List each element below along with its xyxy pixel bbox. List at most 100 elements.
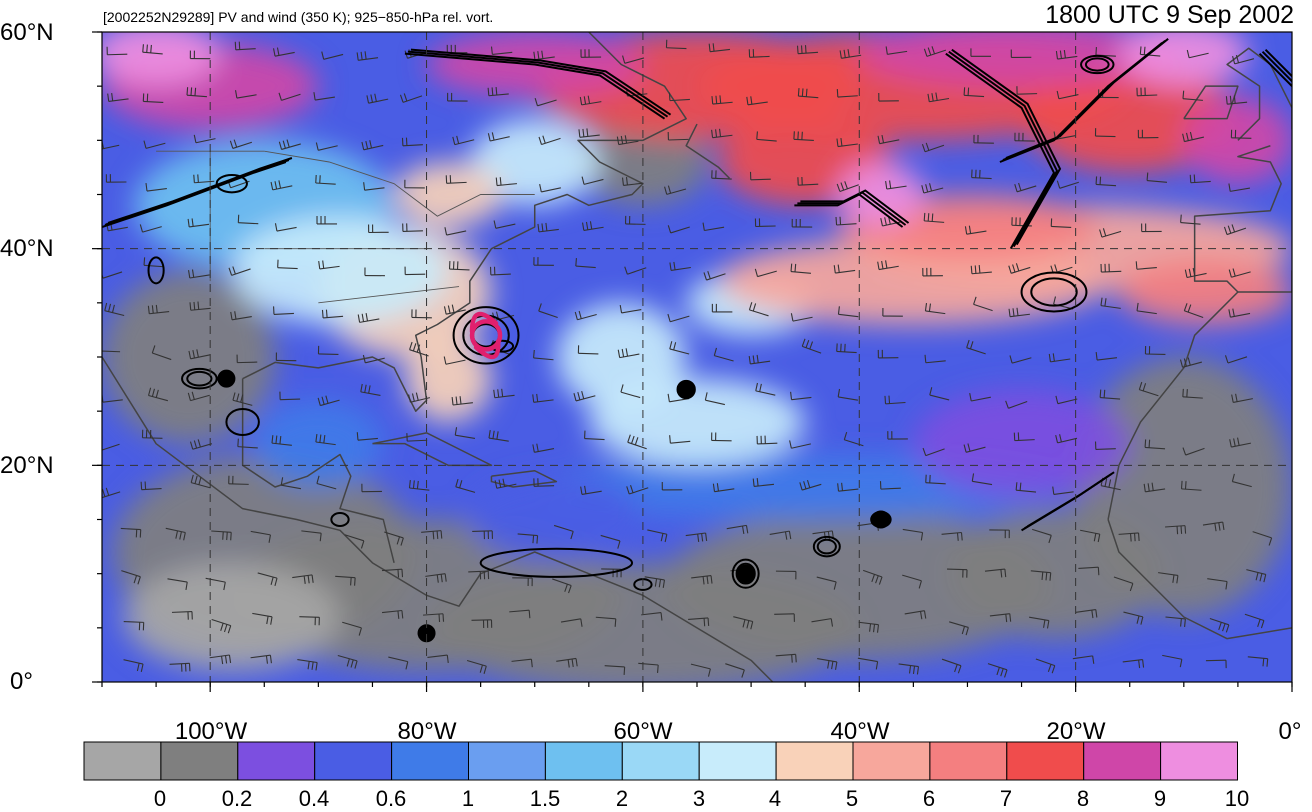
barb-feather	[968, 88, 969, 96]
barb-feather	[1131, 534, 1132, 542]
barb-shaft	[280, 399, 300, 400]
barb-feather	[791, 264, 792, 272]
colorbar-label: 0.4	[299, 786, 330, 812]
barb-shaft	[757, 443, 777, 444]
barb-feather	[1135, 533, 1136, 541]
barb-feather	[576, 258, 577, 266]
vorticity-maximum	[678, 382, 694, 398]
barb-feather	[925, 355, 926, 363]
barb-feather	[798, 88, 799, 96]
figure-subtitle: [2002252N29289] PV and wind (350 K); 925…	[103, 9, 493, 25]
colorbar-label: 7	[1000, 786, 1012, 812]
barb-shaft	[1101, 271, 1121, 272]
barb-feather	[1140, 46, 1141, 54]
colorbar-swatch	[161, 742, 238, 780]
barb-feather	[1100, 390, 1101, 398]
barb-shaft	[774, 614, 794, 615]
colorbar-label: 0.2	[222, 786, 253, 812]
colorbar-swatch	[622, 742, 699, 780]
barb-feather	[1016, 482, 1017, 490]
pv-area	[838, 162, 925, 227]
barb-feather	[322, 310, 323, 318]
barb-feather	[496, 87, 497, 95]
barb-feather	[190, 302, 191, 310]
barb-feather	[143, 44, 144, 52]
vorticity-maximum	[873, 512, 889, 528]
barb-feather	[187, 87, 188, 95]
barb-feather	[492, 87, 493, 95]
barb-feather	[961, 533, 962, 541]
barb-feather	[1050, 573, 1051, 581]
barb-feather	[971, 266, 972, 274]
barb-feather	[500, 177, 501, 185]
barb-feather	[1185, 619, 1186, 627]
lon-label-40w: 40°W	[831, 718, 890, 746]
lat-label-40n: 40°N	[0, 235, 54, 263]
barb-feather	[439, 614, 440, 622]
barb-feather	[231, 532, 232, 540]
colorbar-label: 1.5	[530, 786, 561, 812]
barb-feather	[144, 257, 145, 265]
colorbar-label: 0.6	[376, 786, 407, 812]
barb-feather	[1183, 91, 1184, 99]
barb-shaft	[299, 617, 319, 618]
barb-feather	[1144, 47, 1145, 55]
colorbar-swatch	[930, 742, 1007, 780]
barb-feather	[836, 217, 837, 225]
barb-feather	[191, 87, 192, 95]
barb-feather	[924, 213, 925, 221]
colorbar-swatch	[853, 742, 930, 780]
barb-shaft	[229, 484, 249, 485]
barb-feather	[496, 178, 497, 186]
lat-label-0: 0°	[10, 668, 33, 696]
barb-feather	[720, 95, 721, 103]
barb-feather	[326, 310, 327, 318]
barb-feather	[227, 532, 228, 540]
barb-feather	[98, 443, 101, 451]
barb-feather	[351, 577, 352, 585]
barb-feather	[488, 88, 489, 96]
barb-feather	[964, 87, 965, 95]
lon-label-60w: 60°W	[614, 718, 673, 746]
colorbar-label: 0	[154, 786, 166, 812]
barb-shaft	[947, 569, 967, 570]
barb-feather	[796, 654, 797, 662]
barb-feather	[1136, 261, 1137, 269]
barb-feather	[798, 46, 799, 54]
barb-feather	[1046, 572, 1047, 580]
barb-feather	[1187, 389, 1188, 397]
barb-feather	[1194, 175, 1195, 183]
barb-feather	[238, 439, 239, 447]
barb-feather	[1020, 483, 1021, 491]
barb-feather	[958, 533, 959, 541]
lon-label-80w: 80°W	[398, 718, 457, 746]
vorticity-maximum	[218, 371, 234, 387]
colorbar-swatch	[469, 742, 546, 780]
barb-feather	[806, 89, 807, 97]
barb-feather	[615, 619, 616, 627]
colorbar-swatch	[545, 742, 622, 780]
colorbar-swatch	[238, 742, 315, 780]
barb-feather	[355, 578, 356, 586]
barb-feather	[98, 142, 100, 150]
barb-feather	[1104, 390, 1105, 398]
barb-feather	[624, 667, 625, 675]
barb-feather	[1263, 658, 1264, 666]
barb-feather	[433, 531, 434, 539]
pv-wind-map	[0, 0, 1312, 700]
barb-feather	[534, 350, 535, 358]
barb-feather	[198, 302, 199, 310]
colorbar-swatch	[699, 742, 776, 780]
barb-feather	[537, 536, 538, 544]
barb-feather	[885, 396, 886, 404]
colorbar-swatch	[1084, 742, 1161, 780]
pv-area	[1184, 97, 1292, 184]
colorbar-swatch	[1007, 742, 1084, 780]
barb-feather	[840, 217, 841, 225]
barb-feather	[1147, 173, 1148, 181]
barb-shaft	[403, 231, 423, 232]
pv-area	[470, 476, 643, 563]
barb-shaft	[107, 54, 127, 55]
barb-shaft	[1017, 94, 1037, 95]
barb-feather	[1186, 481, 1187, 489]
